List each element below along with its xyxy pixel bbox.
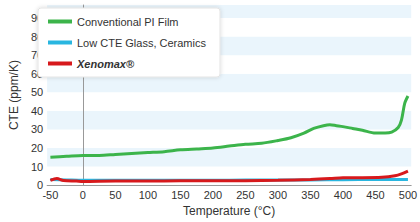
svg-text:90: 90 (30, 12, 44, 24)
svg-text:10: 10 (31, 161, 43, 173)
svg-text:30: 30 (31, 123, 43, 135)
svg-text:Conventional PI Film: Conventional PI Film (77, 16, 179, 28)
svg-text:CTE (ppm/K): CTE (ppm/K) (7, 60, 21, 130)
svg-text:450: 450 (366, 189, 384, 201)
svg-text:Low CTE Glass, Ceramics: Low CTE Glass, Ceramics (77, 37, 206, 49)
svg-text:Xenomax®: Xenomax® (76, 58, 135, 70)
svg-text:20: 20 (31, 142, 43, 154)
svg-text:350: 350 (301, 189, 319, 201)
svg-text:-50: -50 (42, 189, 58, 201)
svg-text:300: 300 (269, 189, 287, 201)
svg-text:150: 150 (171, 189, 189, 201)
svg-text:Temperature (°C): Temperature (°C) (183, 204, 275, 218)
svg-text:50: 50 (109, 189, 121, 201)
svg-text:250: 250 (236, 189, 254, 201)
svg-text:100: 100 (139, 189, 157, 201)
svg-text:40: 40 (31, 105, 43, 117)
svg-text:80: 80 (30, 30, 44, 43)
svg-text:500: 500 (399, 189, 417, 201)
svg-text:200: 200 (204, 189, 222, 201)
svg-text:50: 50 (31, 86, 43, 98)
svg-text:400: 400 (334, 189, 352, 201)
svg-text:70: 70 (30, 49, 44, 62)
svg-text:60: 60 (30, 67, 44, 80)
svg-text:0: 0 (37, 179, 44, 192)
svg-text:0: 0 (80, 189, 86, 201)
